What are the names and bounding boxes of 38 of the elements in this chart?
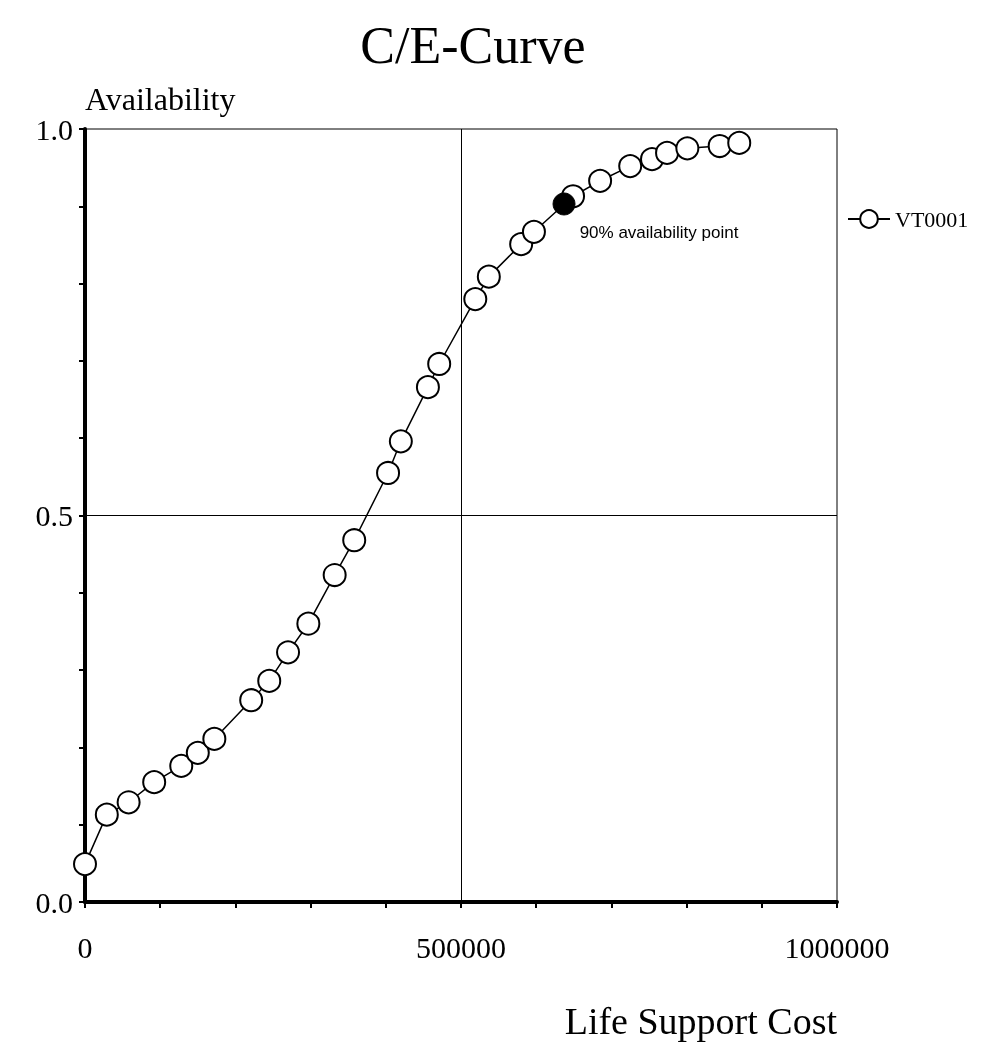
point <box>94 802 119 827</box>
point <box>655 140 680 165</box>
y-tick-label: 0.5 <box>35 499 73 532</box>
y-axis-title: Availability <box>85 81 236 117</box>
point <box>322 563 347 588</box>
point <box>73 852 97 877</box>
y-tick-label: 0.0 <box>35 885 73 919</box>
point <box>588 168 613 193</box>
point <box>476 264 501 289</box>
point <box>376 460 401 485</box>
point <box>342 528 367 553</box>
point <box>552 192 576 216</box>
x-tick-label: 0 <box>77 930 93 964</box>
point <box>463 287 488 312</box>
point <box>239 688 264 713</box>
point <box>185 740 210 765</box>
y-tick-label: 1.0 <box>35 112 73 146</box>
x-tick-label: 1000000 <box>784 930 890 964</box>
point <box>427 352 452 376</box>
point <box>388 429 413 454</box>
legend-label: VT0001 <box>895 206 969 232</box>
point <box>116 790 141 815</box>
annotation: 90% availability point <box>579 223 739 243</box>
point <box>296 611 321 636</box>
x-tick-label: 500000 <box>416 930 506 964</box>
point <box>727 130 752 155</box>
point <box>202 726 227 751</box>
point <box>142 770 167 795</box>
chart-title: C/E-Curve <box>360 16 586 74</box>
x-axis-title: Life Support Cost <box>564 1000 838 1042</box>
point <box>415 375 440 400</box>
point <box>521 219 546 244</box>
point <box>707 134 732 158</box>
point <box>169 753 194 778</box>
point <box>257 668 282 693</box>
point <box>276 640 301 665</box>
point <box>675 136 700 161</box>
point <box>618 154 643 179</box>
